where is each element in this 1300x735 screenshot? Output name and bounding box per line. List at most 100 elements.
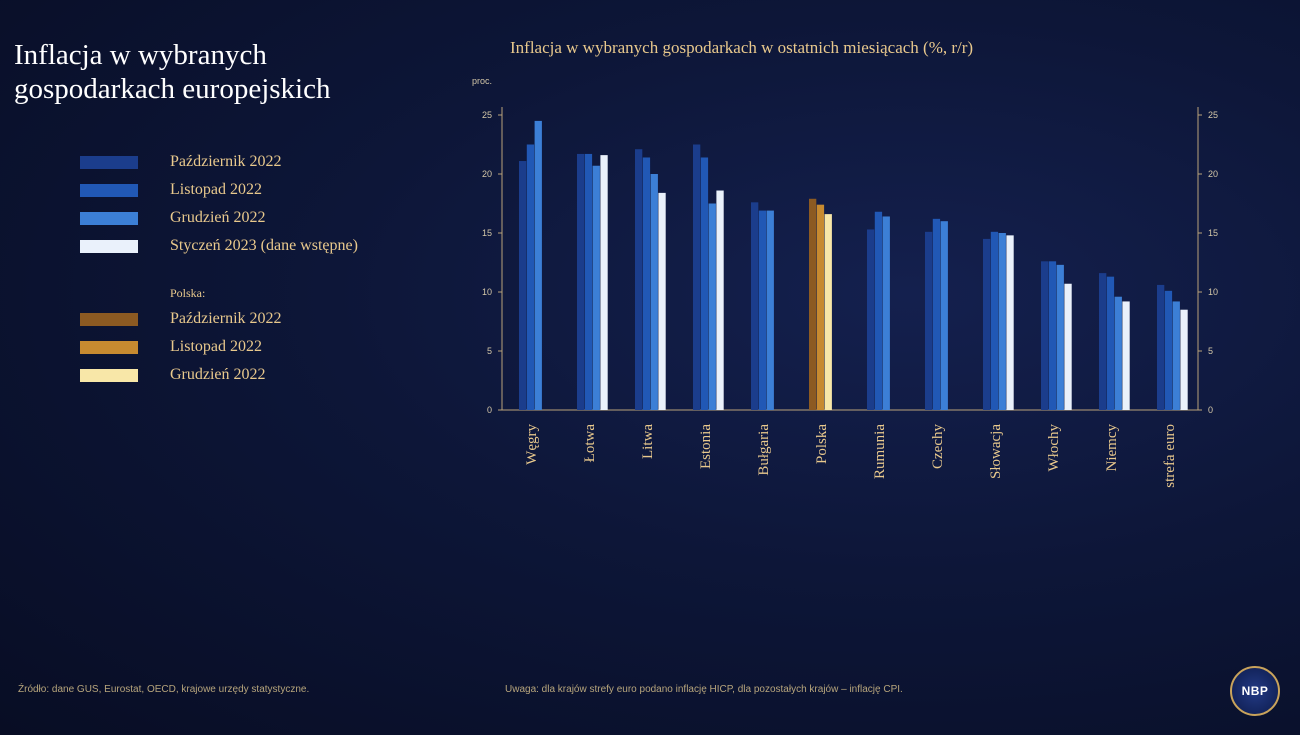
legend-label-poland-dec-2022: Grudzień 2022 bbox=[170, 366, 266, 383]
bar-3-0 bbox=[693, 144, 701, 410]
bar-9-1 bbox=[1048, 261, 1057, 410]
y-tick-label-right: 20 bbox=[1208, 169, 1218, 179]
chart-category-labels: Węgry Łotwa Litwa Estonia Bułgaria Polska Rumu… bbox=[524, 424, 1178, 488]
bar-8-0 bbox=[983, 238, 991, 410]
legend-label-jan-2023: Styczeń 2023 (dane wstępne) bbox=[170, 237, 358, 254]
category-label: Polska bbox=[814, 424, 830, 464]
bar-0-2 bbox=[534, 120, 542, 411]
category-label: Słowacja bbox=[988, 424, 1004, 479]
bar-6-1 bbox=[874, 211, 883, 410]
legend-swatch-poland-nov-2022 bbox=[80, 340, 138, 354]
category-label: strefa euro bbox=[1162, 424, 1178, 488]
slide-title: Inflacja w wybranych gospodarkach europe… bbox=[14, 38, 434, 106]
bar-3-1 bbox=[700, 157, 709, 410]
chart-title: Inflacja w wybranych gospodarkach w osta… bbox=[510, 38, 973, 57]
legend-label-oct-2022: Październik 2022 bbox=[170, 153, 282, 170]
category-label: Rumunia bbox=[872, 424, 888, 479]
legend-item-poland-oct-2022: Październik 2022 bbox=[80, 309, 282, 329]
bar-10-1 bbox=[1106, 276, 1115, 410]
category-label: Niemcy bbox=[1104, 424, 1120, 472]
y-tick-label-left: 5 bbox=[487, 346, 492, 356]
legend-item-poland-dec-2022: Grudzień 2022 bbox=[80, 365, 266, 385]
remark-note: Uwaga: dla krajów strefy euro podano inf… bbox=[505, 684, 903, 695]
legend-item-jan-2023: Styczeń 2023 (dane wstępne) bbox=[80, 236, 358, 256]
bar-1-0 bbox=[577, 153, 585, 410]
category-label: Włochy bbox=[1046, 424, 1062, 472]
legend-swatch-jan-2023 bbox=[80, 239, 138, 253]
bar-9-3 bbox=[1064, 283, 1072, 410]
slide-title-line1: Inflacja w wybranych bbox=[14, 39, 267, 71]
bar-8-2 bbox=[998, 233, 1006, 410]
bar-5-2 bbox=[824, 214, 832, 410]
y-tick-label-right: 5 bbox=[1208, 346, 1213, 356]
bar-10-2 bbox=[1114, 296, 1122, 410]
y-tick-label-left: 15 bbox=[482, 228, 492, 238]
bar-7-0 bbox=[925, 231, 933, 410]
bar-2-3 bbox=[658, 192, 666, 410]
chart-ticks: 0 0 5 5 10 10 15 15 20 20 25 25 bbox=[482, 110, 1218, 415]
bar-2-2 bbox=[650, 174, 658, 410]
y-tick-label-left: 25 bbox=[482, 110, 492, 120]
y-tick-label-right: 0 bbox=[1208, 405, 1213, 415]
bar-11-1 bbox=[1164, 290, 1173, 410]
legend-label-poland-oct-2022: Październik 2022 bbox=[170, 310, 282, 327]
legend-poland-group-label: Polska: bbox=[170, 286, 206, 300]
category-label: Litwa bbox=[640, 424, 656, 459]
bar-11-0 bbox=[1157, 284, 1165, 410]
category-label: Czechy bbox=[930, 424, 946, 469]
chart-bars bbox=[519, 120, 1188, 411]
bar-9-0 bbox=[1041, 261, 1049, 410]
y-tick-label-right: 25 bbox=[1208, 110, 1218, 120]
nbp-logo: NBP bbox=[1230, 666, 1280, 716]
legend-swatch-nov-2022 bbox=[80, 183, 138, 197]
y-tick-label-left: 10 bbox=[482, 287, 492, 297]
y-tick-label-right: 15 bbox=[1208, 228, 1218, 238]
bar-1-2 bbox=[592, 165, 600, 410]
bar-3-3 bbox=[716, 190, 724, 410]
chart-axes bbox=[501, 107, 1199, 411]
slide-title-line2: gospodarkach europejskich bbox=[14, 73, 331, 105]
legend-item-poland-nov-2022: Listopad 2022 bbox=[80, 337, 262, 357]
category-label: Węgry bbox=[524, 424, 540, 465]
legend-swatch-oct-2022 bbox=[80, 155, 138, 169]
legend-label-nov-2022: Listopad 2022 bbox=[170, 181, 262, 198]
bar-6-2 bbox=[882, 216, 890, 410]
bar-5-0 bbox=[809, 198, 817, 410]
bar-9-2 bbox=[1056, 264, 1064, 410]
bar-8-1 bbox=[990, 231, 999, 410]
legend-label-poland-nov-2022: Listopad 2022 bbox=[170, 338, 262, 355]
bar-2-1 bbox=[642, 157, 651, 410]
category-label: Estonia bbox=[698, 424, 714, 469]
bar-4-0 bbox=[751, 202, 759, 410]
bar-3-2 bbox=[708, 203, 716, 410]
category-label: Łotwa bbox=[582, 424, 598, 463]
bar-7-2 bbox=[940, 221, 948, 410]
bar-11-3 bbox=[1180, 309, 1188, 410]
bar-10-3 bbox=[1122, 301, 1130, 410]
bar-8-3 bbox=[1006, 235, 1014, 410]
legend-swatch-dec-2022 bbox=[80, 211, 138, 225]
bar-11-2 bbox=[1172, 301, 1180, 410]
legend-item-dec-2022: Grudzień 2022 bbox=[80, 208, 266, 228]
bar-0-0 bbox=[519, 161, 527, 410]
bar-6-0 bbox=[867, 229, 875, 410]
bar-7-1 bbox=[932, 218, 941, 410]
y-tick-label-left: 20 bbox=[482, 169, 492, 179]
nbp-logo-text: NBP bbox=[1241, 684, 1269, 698]
bar-2-0 bbox=[635, 149, 643, 410]
category-label: Bułgaria bbox=[756, 424, 772, 476]
y-tick-label-right: 10 bbox=[1208, 287, 1218, 297]
bar-5-1 bbox=[816, 204, 825, 410]
legend-label-dec-2022: Grudzień 2022 bbox=[170, 209, 266, 226]
bar-0-1 bbox=[526, 144, 535, 410]
legend-item-nov-2022: Listopad 2022 bbox=[80, 180, 262, 200]
legend-swatch-poland-oct-2022 bbox=[80, 312, 138, 326]
y-axis-unit-label: proc. bbox=[472, 76, 492, 86]
bar-1-3 bbox=[600, 155, 608, 410]
bar-1-1 bbox=[584, 153, 593, 410]
y-tick-label-left: 0 bbox=[487, 405, 492, 415]
bar-4-2 bbox=[766, 210, 774, 410]
source-note: Źródło: dane GUS, Eurostat, OECD, krajow… bbox=[18, 684, 310, 695]
legend-swatch-poland-dec-2022 bbox=[80, 368, 138, 382]
